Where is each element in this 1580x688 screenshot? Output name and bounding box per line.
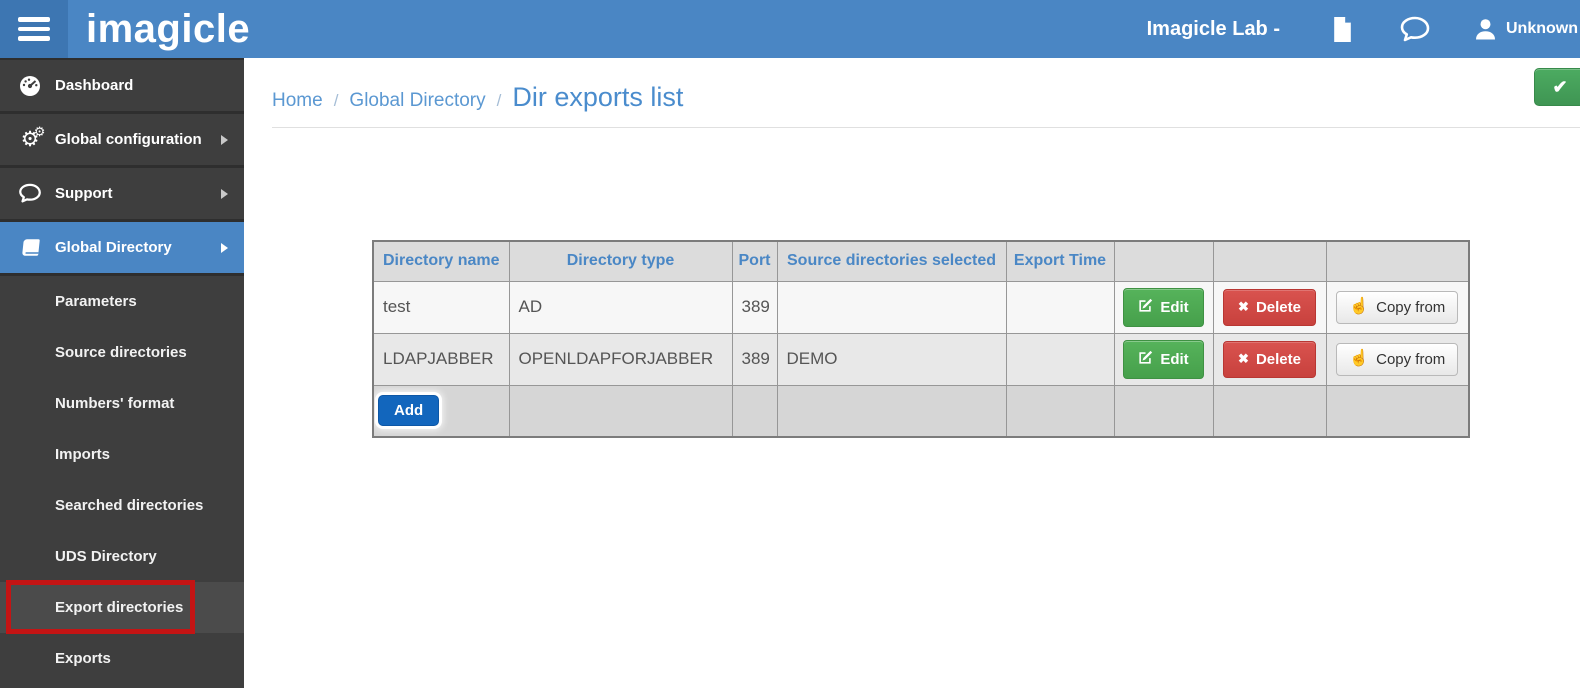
sidebar-subitem-export-directories[interactable]: Export directories [0,580,244,634]
col-port: Port [731,240,778,282]
sidebar-subitem-imports[interactable]: Imports [55,446,111,463]
page-title: Dir exports list [512,82,684,112]
cell-sources [776,280,1007,334]
top-bar: imagicle Imagicle Lab - [0,0,1580,58]
book-icon [16,237,44,259]
sidebar-item-global-directory[interactable]: Global Directory [0,222,244,276]
pointing-hand-icon: ☝ [1349,350,1370,367]
cell-directory-name: LDAPJABBER [372,332,510,386]
sidebar-item-label: Global Directory [55,239,172,256]
chat-bubble-icon [16,183,44,204]
breadcrumb-separator: / [333,91,339,110]
sidebar-item-dashboard[interactable]: Dashboard [0,60,244,114]
sidebar-subitem-numbers-format[interactable]: Numbers' format [55,395,175,412]
sidebar-subitem-exports[interactable]: Exports [55,650,111,667]
sidebar-item-global-configuration[interactable]: ⚙ ⚙ Global configuration [0,114,244,168]
confirm-check-button[interactable]: ✔ [1534,68,1580,106]
table-row: LDAPJABBER OPENLDAPFORJABBER 389 DEMO [372,332,1470,386]
sidebar-subitem-uds-directory[interactable]: UDS Directory [55,548,157,565]
delete-button[interactable]: ✖ Delete [1223,288,1316,326]
chat-bubble-icon[interactable] [1399,16,1431,43]
imagicle-logo[interactable]: imagicle [86,7,251,51]
copy-from-button[interactable]: ☝ Copy from [1336,342,1459,376]
check-icon: ✔ [1552,76,1568,97]
edit-button[interactable]: Edit [1123,339,1204,379]
breadcrumb: Home / Global Directory / Dir exports li… [244,58,1580,113]
col-directory-name: Directory name [372,240,510,282]
document-icon[interactable] [1332,16,1353,43]
cell-port: 389 [731,332,778,386]
edit-pencil-icon [1138,350,1153,369]
sidebar-nav: Dashboard ⚙ ⚙ Global configuration Suppor… [0,58,244,688]
delete-x-icon: ✖ [1238,351,1249,366]
col-directory-type: Directory type [508,240,733,282]
cell-export-time [1005,332,1115,386]
delete-x-icon: ✖ [1238,299,1249,314]
cell-directory-type: OPENLDAPFORJABBER [508,332,733,386]
user-name-label: Unknown [1506,20,1578,37]
edit-button[interactable]: Edit [1123,287,1204,327]
add-button[interactable]: Add [378,395,440,427]
user-icon [1473,17,1498,41]
copy-from-button[interactable]: ☝ Copy from [1336,290,1459,324]
cell-port: 389 [731,280,778,334]
col-copy-from [1325,240,1470,282]
sidebar-item-label: Global configuration [55,131,202,148]
chevron-right-icon [221,242,228,253]
dir-exports-table: Directory name Directory type Port Sourc… [372,240,1470,438]
sidebar-subitem-searched-directories[interactable]: Searched directories [55,497,204,514]
sidebar-subitem-parameters[interactable]: Parameters [55,293,137,310]
dir-exports-table-wrapper: Directory name Directory type Port Sourc… [372,240,1580,438]
sidebar-item-label: Support [55,185,113,202]
edit-pencil-icon [1138,298,1153,317]
breadcrumb-global-directory-link[interactable]: Global Directory [349,90,486,111]
breadcrumb-divider [272,127,1580,128]
cell-sources: DEMO [776,332,1007,386]
pointing-hand-icon: ☝ [1349,298,1370,315]
sidebar-item-label: Dashboard [55,77,134,94]
table-footer-row: Add [372,384,1470,438]
hamburger-menu-icon[interactable] [0,0,68,58]
table-header-row: Directory name Directory type Port Sourc… [372,240,1470,282]
delete-button[interactable]: ✖ Delete [1223,340,1316,378]
gears-icon: ⚙ ⚙ [20,124,46,151]
breadcrumb-home-link[interactable]: Home [272,90,323,111]
chevron-right-icon [221,188,228,199]
col-edit [1113,240,1214,282]
dashboard-icon [16,74,44,98]
table-row: test AD 389 [372,280,1470,334]
lab-name-label: Imagicle Lab - [1146,17,1280,40]
col-delete [1212,240,1327,282]
breadcrumb-separator: / [496,91,502,110]
topbar-right-cluster: Imagicle Lab - [1147,0,1580,58]
chevron-right-icon [221,134,228,145]
cell-directory-type: AD [508,280,733,334]
user-menu[interactable]: Unknown [1473,17,1580,41]
sidebar-subitem-source-directories[interactable]: Source directories [55,344,187,361]
cell-directory-name: test [372,280,510,334]
cell-export-time [1005,280,1115,334]
main-content: Home / Global Directory / Dir exports li… [244,58,1580,688]
col-source-directories-selected: Source directories selected [776,240,1007,282]
sidebar-item-support[interactable]: Support [0,168,244,222]
col-export-time: Export Time [1005,240,1115,282]
